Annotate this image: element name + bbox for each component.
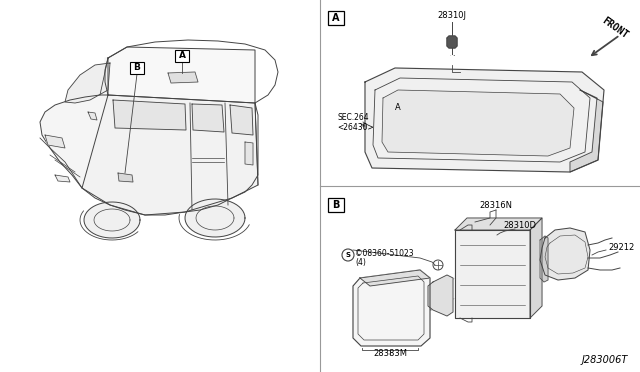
Polygon shape bbox=[40, 58, 108, 188]
Polygon shape bbox=[113, 100, 186, 130]
Text: S: S bbox=[346, 252, 351, 258]
Text: 29212: 29212 bbox=[608, 244, 634, 253]
Text: <26430>: <26430> bbox=[337, 124, 374, 132]
Text: A: A bbox=[179, 51, 186, 61]
Text: ©08360-51023: ©08360-51023 bbox=[355, 248, 413, 257]
Polygon shape bbox=[82, 95, 258, 215]
Text: B: B bbox=[134, 64, 140, 73]
Polygon shape bbox=[118, 173, 133, 182]
Text: 28310J: 28310J bbox=[438, 12, 467, 20]
Polygon shape bbox=[45, 135, 65, 148]
Text: 28383M: 28383M bbox=[373, 350, 407, 359]
Polygon shape bbox=[245, 142, 253, 165]
Polygon shape bbox=[540, 236, 548, 282]
Polygon shape bbox=[192, 104, 224, 132]
Polygon shape bbox=[570, 90, 603, 172]
Polygon shape bbox=[382, 90, 574, 156]
Polygon shape bbox=[360, 270, 430, 286]
Polygon shape bbox=[84, 202, 140, 238]
Polygon shape bbox=[168, 72, 198, 83]
Text: A: A bbox=[332, 13, 340, 23]
Text: J283006T: J283006T bbox=[582, 355, 628, 365]
Polygon shape bbox=[108, 47, 255, 103]
Polygon shape bbox=[530, 218, 542, 318]
Text: B: B bbox=[332, 200, 340, 210]
Polygon shape bbox=[65, 63, 110, 103]
Circle shape bbox=[447, 55, 456, 64]
Polygon shape bbox=[455, 218, 542, 230]
Text: 28316N: 28316N bbox=[479, 201, 513, 209]
Text: SEC.264: SEC.264 bbox=[337, 113, 369, 122]
Polygon shape bbox=[88, 112, 97, 120]
Bar bbox=[130, 62, 144, 74]
Polygon shape bbox=[230, 105, 253, 135]
Bar bbox=[328, 198, 344, 212]
Text: (4): (4) bbox=[355, 259, 366, 267]
Bar bbox=[328, 11, 344, 25]
Polygon shape bbox=[353, 270, 430, 346]
Polygon shape bbox=[55, 175, 70, 182]
Polygon shape bbox=[428, 275, 453, 316]
Text: FRONT: FRONT bbox=[600, 16, 630, 41]
Bar bbox=[175, 50, 189, 62]
Text: A: A bbox=[395, 103, 401, 112]
Text: 28310D: 28310D bbox=[504, 221, 536, 230]
Polygon shape bbox=[455, 230, 530, 318]
Polygon shape bbox=[540, 228, 590, 280]
Polygon shape bbox=[185, 199, 245, 237]
Polygon shape bbox=[365, 68, 604, 172]
Polygon shape bbox=[447, 36, 457, 48]
